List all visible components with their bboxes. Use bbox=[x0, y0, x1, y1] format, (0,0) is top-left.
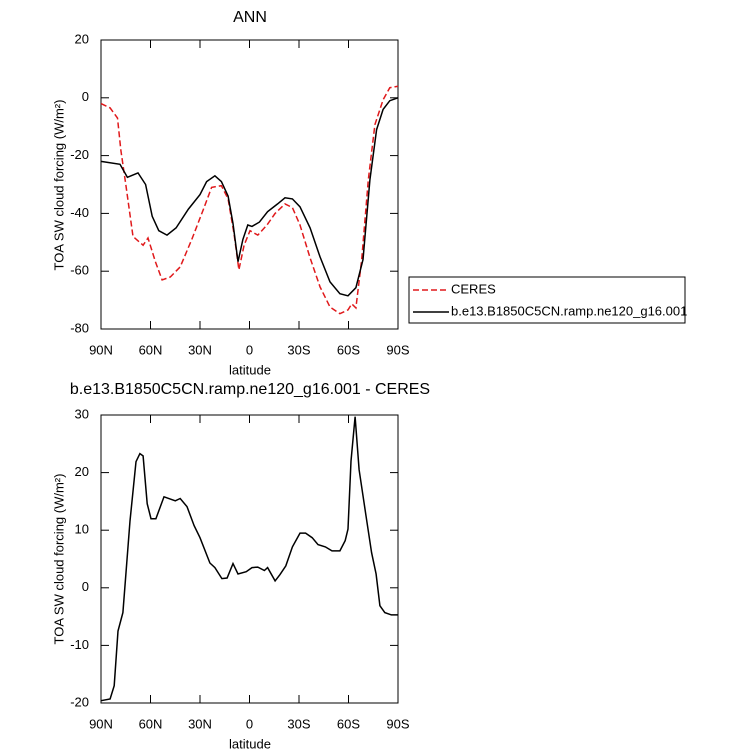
x-axis-label: latitude bbox=[229, 362, 271, 377]
x-tick-label: 60N bbox=[139, 342, 163, 357]
plot-frame bbox=[100, 414, 399, 704]
chart-title: ANN bbox=[233, 9, 267, 26]
y-tick-label: 0 bbox=[82, 579, 89, 594]
data-line bbox=[100, 416, 398, 702]
x-tick-label: 0 bbox=[246, 342, 253, 357]
y-axis-label: TOA SW cloud forcing (W/m²) bbox=[51, 474, 66, 645]
data-line bbox=[100, 85, 399, 315]
y-axis-label: TOA SW cloud forcing (W/m²) bbox=[51, 100, 66, 271]
x-tick-label: 90N bbox=[89, 716, 113, 731]
x-tick-label: 30N bbox=[188, 342, 212, 357]
y-tick-label: -20 bbox=[70, 147, 89, 162]
chart-title: b.e13.B1850C5CN.ramp.ne120_g16.001 - CER… bbox=[70, 381, 430, 398]
y-tick-label: 10 bbox=[75, 522, 89, 537]
x-axis-label: latitude bbox=[229, 736, 271, 751]
legend-label: CERES bbox=[451, 281, 496, 296]
y-tick-label: 20 bbox=[75, 464, 89, 479]
x-tick-label: 60S bbox=[337, 716, 360, 731]
y-tick-label: -60 bbox=[70, 263, 89, 278]
y-tick-label: -20 bbox=[70, 694, 89, 709]
x-tick-label: 90S bbox=[386, 716, 409, 731]
x-tick-label: 90N bbox=[89, 342, 113, 357]
x-tick-label: 60S bbox=[337, 342, 360, 357]
x-tick-label: 30S bbox=[287, 716, 310, 731]
x-tick-label: 90S bbox=[386, 342, 409, 357]
y-tick-label: 30 bbox=[75, 406, 89, 421]
x-tick-label: 60N bbox=[139, 716, 163, 731]
y-tick-label: 0 bbox=[82, 89, 89, 104]
y-tick-label: -40 bbox=[70, 205, 89, 220]
data-line bbox=[100, 97, 399, 297]
y-tick-label: -10 bbox=[70, 637, 89, 652]
y-tick-label: -80 bbox=[70, 320, 89, 335]
legend-label: b.e13.B1850C5CN.ramp.ne120_g16.001 bbox=[451, 303, 687, 318]
x-tick-label: 30N bbox=[188, 716, 212, 731]
x-tick-label: 0 bbox=[246, 716, 253, 731]
x-tick-label: 30S bbox=[287, 342, 310, 357]
legend-box bbox=[408, 276, 686, 324]
y-tick-label: 20 bbox=[75, 31, 89, 46]
